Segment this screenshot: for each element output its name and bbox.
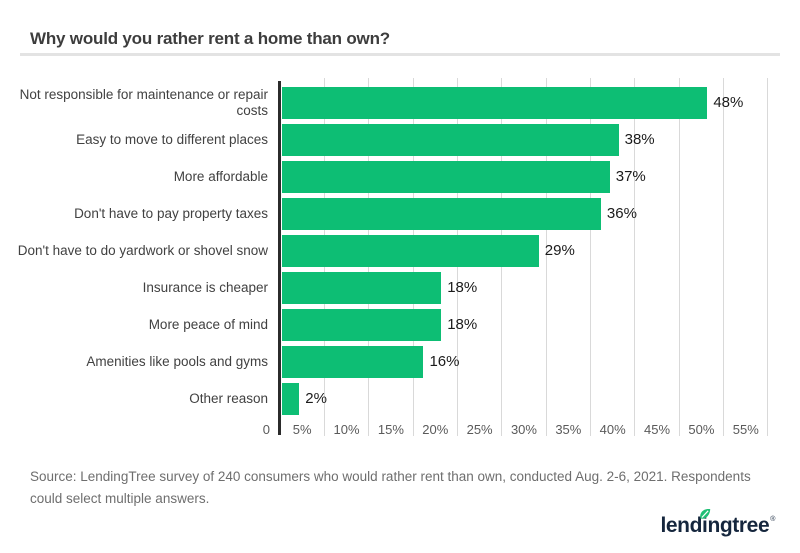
bar-value-label: 18%: [447, 316, 478, 333]
category-label: More peace of mind: [148, 316, 268, 332]
bar: [281, 234, 539, 267]
bar-row: Not responsible for maintenance or repai…: [0, 84, 800, 121]
logo-text-right: ngtree: [707, 514, 770, 537]
x-tick-55pct: 55%: [732, 422, 759, 437]
x-tick-30pct: 30%: [510, 422, 537, 437]
page-title: Why would you rather rent a home than ow…: [30, 29, 390, 49]
category-label: Easy to move to different places: [76, 131, 268, 147]
category-label: More affordable: [173, 168, 268, 184]
logo-letter-i: i: [700, 508, 711, 538]
x-tick-5pct: 5%: [292, 422, 312, 437]
source-note: Source: LendingTree survey of 240 consum…: [30, 468, 751, 506]
x-tick-40pct: 40%: [599, 422, 626, 437]
category-label: Not responsible for maintenance or repai…: [19, 86, 268, 118]
title-divider: [20, 53, 780, 56]
category-label: Amenities like pools and gyms: [86, 353, 268, 369]
x-tick-35pct: 35%: [555, 422, 582, 437]
x-tick-10pct: 10%: [333, 422, 360, 437]
x-tick-50pct: 50%: [688, 422, 715, 437]
bar: [281, 345, 424, 378]
x-tick-25pct: 25%: [466, 422, 493, 437]
x-tick-45pct: 45%: [644, 422, 671, 437]
bar-row: More affordable 37%: [0, 158, 800, 195]
gridline-40pct: [634, 78, 636, 436]
bar-value-label: 37%: [615, 168, 646, 185]
lendingtree-logo: lend i ngtree ®: [660, 508, 775, 538]
bar: [281, 382, 300, 415]
gridline-30pct: [545, 78, 547, 436]
gridline-55pct: [767, 78, 769, 436]
bar-value-label: 16%: [429, 353, 460, 370]
bar-value-label: 2%: [305, 390, 327, 407]
bar-row: More peace of mind 18%: [0, 306, 800, 343]
bar-row: Amenities like pools and gyms 16%: [0, 343, 800, 380]
y-axis-line: [278, 81, 281, 435]
x-tick-15pct: 15%: [377, 422, 404, 437]
gridline-35pct: [590, 78, 592, 436]
bar: [281, 123, 619, 156]
x-tick-0: 0: [262, 422, 270, 437]
bar-value-label: 38%: [624, 131, 655, 148]
category-label: Other reason: [189, 390, 268, 406]
gridline-50pct: [723, 78, 725, 436]
registered-mark: ®: [770, 516, 775, 523]
bar-value-label: 48%: [713, 94, 744, 111]
plot-rows: Not responsible for maintenance or repai…: [0, 84, 800, 417]
bar-value-label: 29%: [544, 242, 575, 259]
bar: [281, 86, 708, 119]
logo-text-left: lend: [660, 514, 703, 537]
bar-row: Don't have to pay property taxes 36%: [0, 195, 800, 232]
bar: [281, 160, 610, 193]
bar-row: Don't have to do yardwork or shovel snow…: [0, 232, 800, 269]
x-axis-tick-row: 0 5% 10% 15% 20% 25% 30% 35% 40% 45% 50% 55%: [0, 417, 768, 442]
bar-chart: Not responsible for maintenance or repai…: [0, 78, 800, 442]
bar: [281, 271, 442, 304]
logo-text-i: i: [702, 514, 708, 537]
gridline-45pct: [678, 78, 680, 436]
x-tick-20pct: 20%: [422, 422, 449, 437]
bar: [281, 197, 601, 230]
category-label: Don't have to do yardwork or shovel snow: [17, 242, 268, 258]
bar-value-label: 36%: [606, 205, 637, 222]
bar-row: Insurance is cheaper 18%: [0, 269, 800, 306]
bar-value-label: 18%: [447, 279, 478, 296]
bar-row: Other reason 2%: [0, 380, 800, 417]
bar: [281, 308, 442, 341]
bar-row: Easy to move to different places 38%: [0, 121, 800, 158]
category-label: Don't have to pay property taxes: [74, 205, 268, 221]
leaf-icon: [698, 503, 712, 519]
category-label: Insurance is cheaper: [142, 279, 268, 295]
